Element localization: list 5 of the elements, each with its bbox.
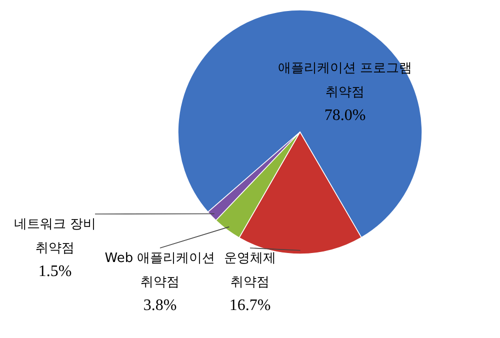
slice-label: Web 애플리케이션 취약점	[104, 251, 216, 290]
data-label: 16.7%	[229, 297, 271, 314]
data-label: 1.5%	[38, 263, 72, 280]
slice-label: 네트워크 장비 취약점	[14, 217, 96, 256]
data-label: 3.8%	[143, 297, 177, 314]
